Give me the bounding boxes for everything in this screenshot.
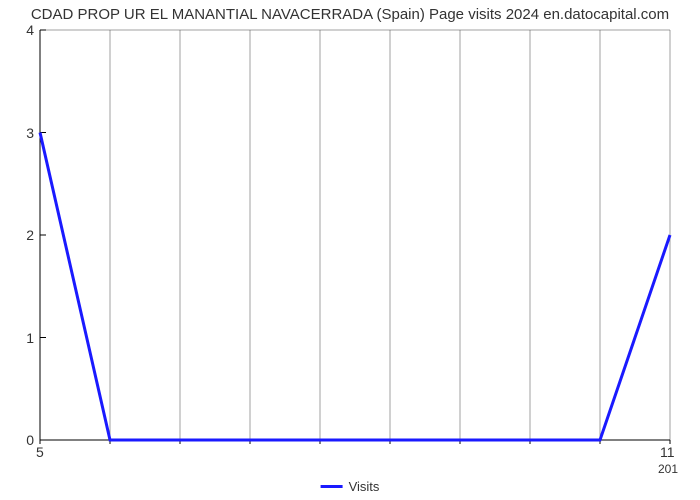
legend-label: Visits (349, 479, 380, 494)
y-tick-label: 3 (26, 125, 40, 141)
x-tick-label: 5 (36, 440, 44, 460)
y-tick-label: 2 (26, 227, 40, 243)
legend: Visits (321, 479, 380, 494)
chart-svg (40, 30, 670, 440)
chart-area: 01234511201 (40, 30, 670, 440)
y-tick-label: 1 (26, 330, 40, 346)
y-tick-label: 4 (26, 22, 40, 38)
chart-title: CDAD PROP UR EL MANANTIAL NAVACERRADA (S… (0, 0, 700, 23)
legend-line (321, 485, 343, 488)
x-sub-label: 201 (658, 440, 678, 476)
